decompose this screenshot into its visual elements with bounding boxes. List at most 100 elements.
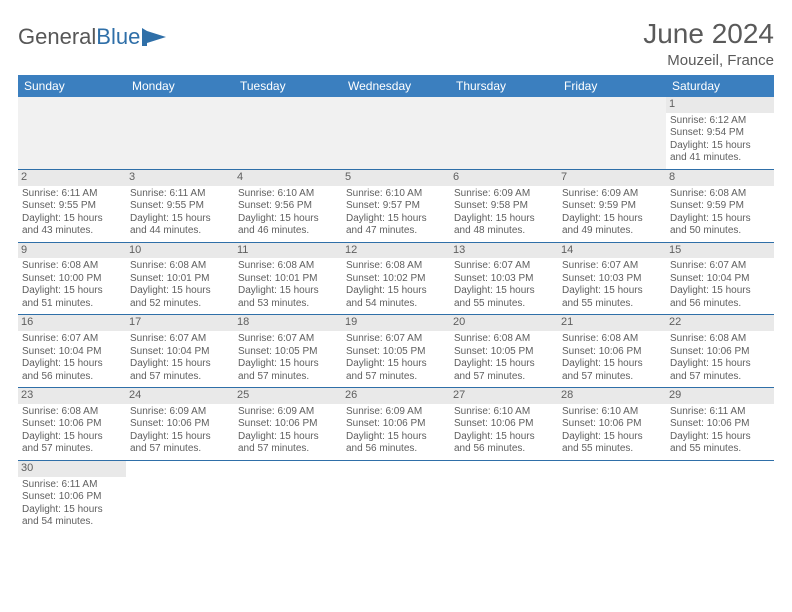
day-info-line: and 55 minutes. bbox=[562, 298, 662, 311]
day-info-line: Sunrise: 6:10 AM bbox=[562, 406, 662, 419]
day-info-line: and 57 minutes. bbox=[670, 371, 770, 384]
month-year: June 2024 bbox=[643, 18, 774, 50]
day-number: 26 bbox=[342, 388, 450, 404]
day-info-line: Sunset: 9:59 PM bbox=[670, 200, 770, 213]
weekday-header-row: Sunday Monday Tuesday Wednesday Thursday… bbox=[18, 75, 774, 97]
calendar-week: 30Sunrise: 6:11 AMSunset: 10:06 PMDaylig… bbox=[18, 460, 774, 532]
day-info-line: Sunset: 10:04 PM bbox=[130, 346, 230, 359]
day-info-line: Sunset: 10:04 PM bbox=[670, 273, 770, 286]
calendar-cell bbox=[234, 460, 342, 532]
day-info-line: Sunset: 10:01 PM bbox=[130, 273, 230, 286]
day-info-line: and 55 minutes. bbox=[562, 443, 662, 456]
logo: GeneralBlue bbox=[18, 18, 168, 50]
calendar-cell: 16Sunrise: 6:07 AMSunset: 10:04 PMDaylig… bbox=[18, 315, 126, 388]
day-info-line: Sunrise: 6:09 AM bbox=[346, 406, 446, 419]
logo-text-blue: Blue bbox=[96, 24, 140, 50]
day-info-line: Daylight: 15 hours bbox=[562, 213, 662, 226]
day-number: 29 bbox=[666, 388, 774, 404]
day-info-line: Daylight: 15 hours bbox=[22, 285, 122, 298]
calendar-cell bbox=[342, 97, 450, 169]
day-info-line: and 57 minutes. bbox=[454, 371, 554, 384]
day-number: 5 bbox=[342, 170, 450, 186]
day-info-line: Daylight: 15 hours bbox=[670, 285, 770, 298]
day-info-line: Daylight: 15 hours bbox=[454, 213, 554, 226]
day-number: 13 bbox=[450, 243, 558, 259]
day-number: 20 bbox=[450, 315, 558, 331]
day-info-line: Sunset: 10:03 PM bbox=[562, 273, 662, 286]
calendar-cell: 27Sunrise: 6:10 AMSunset: 10:06 PMDaylig… bbox=[450, 388, 558, 461]
day-number: 14 bbox=[558, 243, 666, 259]
calendar-week: 16Sunrise: 6:07 AMSunset: 10:04 PMDaylig… bbox=[18, 315, 774, 388]
calendar-week: 2Sunrise: 6:11 AMSunset: 9:55 PMDaylight… bbox=[18, 169, 774, 242]
calendar-cell bbox=[126, 460, 234, 532]
day-info-line: Daylight: 15 hours bbox=[130, 285, 230, 298]
day-info-line: Sunrise: 6:08 AM bbox=[454, 333, 554, 346]
day-info-line: and 57 minutes. bbox=[130, 371, 230, 384]
calendar-cell: 30Sunrise: 6:11 AMSunset: 10:06 PMDaylig… bbox=[18, 460, 126, 532]
day-info-line: Sunrise: 6:07 AM bbox=[130, 333, 230, 346]
day-info-line: and 56 minutes. bbox=[22, 371, 122, 384]
day-info-line: and 57 minutes. bbox=[22, 443, 122, 456]
day-info-line: Sunrise: 6:08 AM bbox=[562, 333, 662, 346]
weekday-header: Sunday bbox=[18, 75, 126, 97]
day-info-line: Sunrise: 6:08 AM bbox=[670, 333, 770, 346]
calendar-week: 9Sunrise: 6:08 AMSunset: 10:00 PMDayligh… bbox=[18, 242, 774, 315]
day-number: 2 bbox=[18, 170, 126, 186]
day-info-line: Sunrise: 6:11 AM bbox=[22, 188, 122, 201]
calendar-cell: 25Sunrise: 6:09 AMSunset: 10:06 PMDaylig… bbox=[234, 388, 342, 461]
calendar-cell: 18Sunrise: 6:07 AMSunset: 10:05 PMDaylig… bbox=[234, 315, 342, 388]
day-number: 18 bbox=[234, 315, 342, 331]
calendar-cell: 15Sunrise: 6:07 AMSunset: 10:04 PMDaylig… bbox=[666, 242, 774, 315]
day-info-line: Daylight: 15 hours bbox=[562, 431, 662, 444]
day-info-line: and 56 minutes. bbox=[346, 443, 446, 456]
calendar-cell bbox=[18, 97, 126, 169]
day-info-line: Daylight: 15 hours bbox=[454, 431, 554, 444]
day-number: 6 bbox=[450, 170, 558, 186]
day-number: 19 bbox=[342, 315, 450, 331]
day-info-line: and 46 minutes. bbox=[238, 225, 338, 238]
day-info-line: and 44 minutes. bbox=[130, 225, 230, 238]
day-info-line: Sunset: 9:56 PM bbox=[238, 200, 338, 213]
day-info-line: Daylight: 15 hours bbox=[346, 213, 446, 226]
calendar-cell: 12Sunrise: 6:08 AMSunset: 10:02 PMDaylig… bbox=[342, 242, 450, 315]
day-info-line: and 49 minutes. bbox=[562, 225, 662, 238]
day-info-line: and 56 minutes. bbox=[454, 443, 554, 456]
day-number: 24 bbox=[126, 388, 234, 404]
day-info-line: Daylight: 15 hours bbox=[238, 285, 338, 298]
day-info-line: Sunrise: 6:07 AM bbox=[670, 260, 770, 273]
day-info-line: Sunset: 10:04 PM bbox=[22, 346, 122, 359]
calendar-cell: 4Sunrise: 6:10 AMSunset: 9:56 PMDaylight… bbox=[234, 169, 342, 242]
day-info-line: Daylight: 15 hours bbox=[238, 358, 338, 371]
day-info-line: Sunrise: 6:08 AM bbox=[238, 260, 338, 273]
location: Mouzeil, France bbox=[643, 52, 774, 69]
day-info-line: Sunset: 10:03 PM bbox=[454, 273, 554, 286]
calendar-cell: 14Sunrise: 6:07 AMSunset: 10:03 PMDaylig… bbox=[558, 242, 666, 315]
day-info-line: Sunrise: 6:11 AM bbox=[670, 406, 770, 419]
day-info-line: Sunset: 9:55 PM bbox=[130, 200, 230, 213]
day-info-line: Daylight: 15 hours bbox=[562, 358, 662, 371]
calendar-cell: 28Sunrise: 6:10 AMSunset: 10:06 PMDaylig… bbox=[558, 388, 666, 461]
day-info-line: and 57 minutes. bbox=[130, 443, 230, 456]
day-info-line: and 55 minutes. bbox=[670, 443, 770, 456]
calendar-week: 1Sunrise: 6:12 AMSunset: 9:54 PMDaylight… bbox=[18, 97, 774, 169]
day-info-line: and 51 minutes. bbox=[22, 298, 122, 311]
weekday-header: Saturday bbox=[666, 75, 774, 97]
day-info-line: Sunrise: 6:10 AM bbox=[454, 406, 554, 419]
day-number: 15 bbox=[666, 243, 774, 259]
day-info-line: Sunrise: 6:11 AM bbox=[130, 188, 230, 201]
day-number: 12 bbox=[342, 243, 450, 259]
day-info-line: Sunset: 10:06 PM bbox=[454, 418, 554, 431]
calendar-cell: 1Sunrise: 6:12 AMSunset: 9:54 PMDaylight… bbox=[666, 97, 774, 169]
day-number: 7 bbox=[558, 170, 666, 186]
calendar-cell: 20Sunrise: 6:08 AMSunset: 10:05 PMDaylig… bbox=[450, 315, 558, 388]
day-info-line: Sunset: 10:06 PM bbox=[562, 418, 662, 431]
day-info-line: and 54 minutes. bbox=[22, 516, 122, 529]
day-info-line: Sunset: 10:01 PM bbox=[238, 273, 338, 286]
header: GeneralBlue June 2024 Mouzeil, France bbox=[18, 18, 774, 69]
day-info-line: Sunrise: 6:07 AM bbox=[562, 260, 662, 273]
day-info-line: Sunset: 10:06 PM bbox=[670, 346, 770, 359]
calendar-cell bbox=[126, 97, 234, 169]
day-number: 30 bbox=[18, 461, 126, 477]
day-info-line: Daylight: 15 hours bbox=[130, 431, 230, 444]
day-info-line: Daylight: 15 hours bbox=[22, 358, 122, 371]
